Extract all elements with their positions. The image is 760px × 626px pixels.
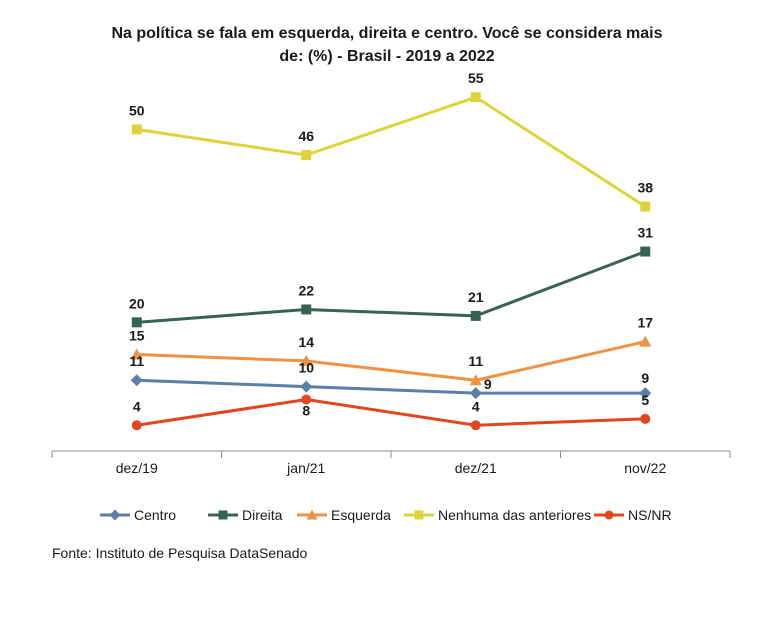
data-point [640, 201, 651, 212]
data-point [301, 150, 312, 161]
data-point [470, 310, 481, 321]
data-point [469, 387, 482, 400]
data-label: 4 [472, 398, 480, 414]
data-label: 20 [129, 295, 145, 311]
data-label: 38 [637, 180, 653, 196]
data-label: 9 [484, 376, 492, 392]
chart-title-line-1: Na política se fala em esquerda, direita… [111, 25, 662, 42]
data-point [130, 374, 143, 387]
legend: Centro Direita Esquerda Nenhuma das anterio… [100, 507, 672, 523]
legend-label: NS/NR [628, 507, 672, 523]
data-label: 31 [637, 225, 653, 241]
data-label: 10 [298, 360, 314, 376]
data-label: 55 [468, 70, 484, 86]
series-layer [130, 92, 652, 431]
data-label: 4 [133, 398, 141, 414]
data-point [301, 304, 312, 315]
data-point [470, 92, 481, 103]
data-label: 17 [637, 315, 653, 331]
legend-label: Centro [134, 507, 176, 523]
data-label: 46 [298, 128, 314, 144]
legend-label: Nenhuma das anteriores [438, 507, 591, 523]
data-label: 5 [641, 392, 649, 408]
legend-marker [218, 510, 228, 520]
series-line [136, 340, 646, 382]
x-axis-ticks: dez/19 jan/21 dez/21 nov/22 [51, 451, 731, 476]
series-line [136, 378, 646, 395]
data-point [469, 374, 482, 386]
legend-label: Esquerda [331, 507, 391, 523]
series-line [136, 95, 647, 208]
data-point [131, 420, 142, 431]
data-point [301, 394, 312, 405]
data-label: 14 [298, 334, 314, 350]
data-point [640, 413, 651, 424]
data-label: 21 [468, 289, 484, 305]
data-label: 9 [641, 370, 649, 386]
series-line [136, 398, 646, 427]
chart-title-line-2: de: (%) - Brasil - 2019 a 2022 [279, 48, 494, 65]
data-point [131, 124, 142, 135]
data-point [130, 348, 143, 360]
data-label: 50 [129, 102, 145, 118]
data-label: 8 [302, 403, 310, 419]
legend-marker [414, 510, 424, 520]
data-point [639, 387, 652, 400]
series-line [136, 250, 646, 324]
legend-marker [604, 510, 614, 520]
data-label: 22 [298, 282, 314, 298]
data-label: 11 [468, 353, 483, 369]
data-label: 11 [129, 353, 144, 369]
x-tick-label: jan/21 [286, 460, 325, 476]
data-point [131, 317, 142, 328]
legend-marker [109, 509, 121, 521]
x-tick-label: dez/19 [116, 460, 158, 476]
data-point [300, 380, 313, 393]
source-note: Fonte: Instituto de Pesquisa DataSenado [52, 545, 308, 561]
data-point [640, 246, 651, 257]
data-labels: 11 10 9 9 20 22 21 31 15 14 11 17 50 46 55 38 4 8 4 5 [129, 70, 653, 418]
legend-marker [306, 509, 318, 520]
data-point [639, 335, 652, 347]
x-tick-label: dez/21 [455, 460, 497, 476]
data-label: 15 [129, 328, 145, 344]
data-point [300, 354, 313, 366]
x-tick-label: nov/22 [624, 460, 666, 476]
data-point [470, 420, 481, 431]
legend-label: Direita [242, 507, 283, 523]
